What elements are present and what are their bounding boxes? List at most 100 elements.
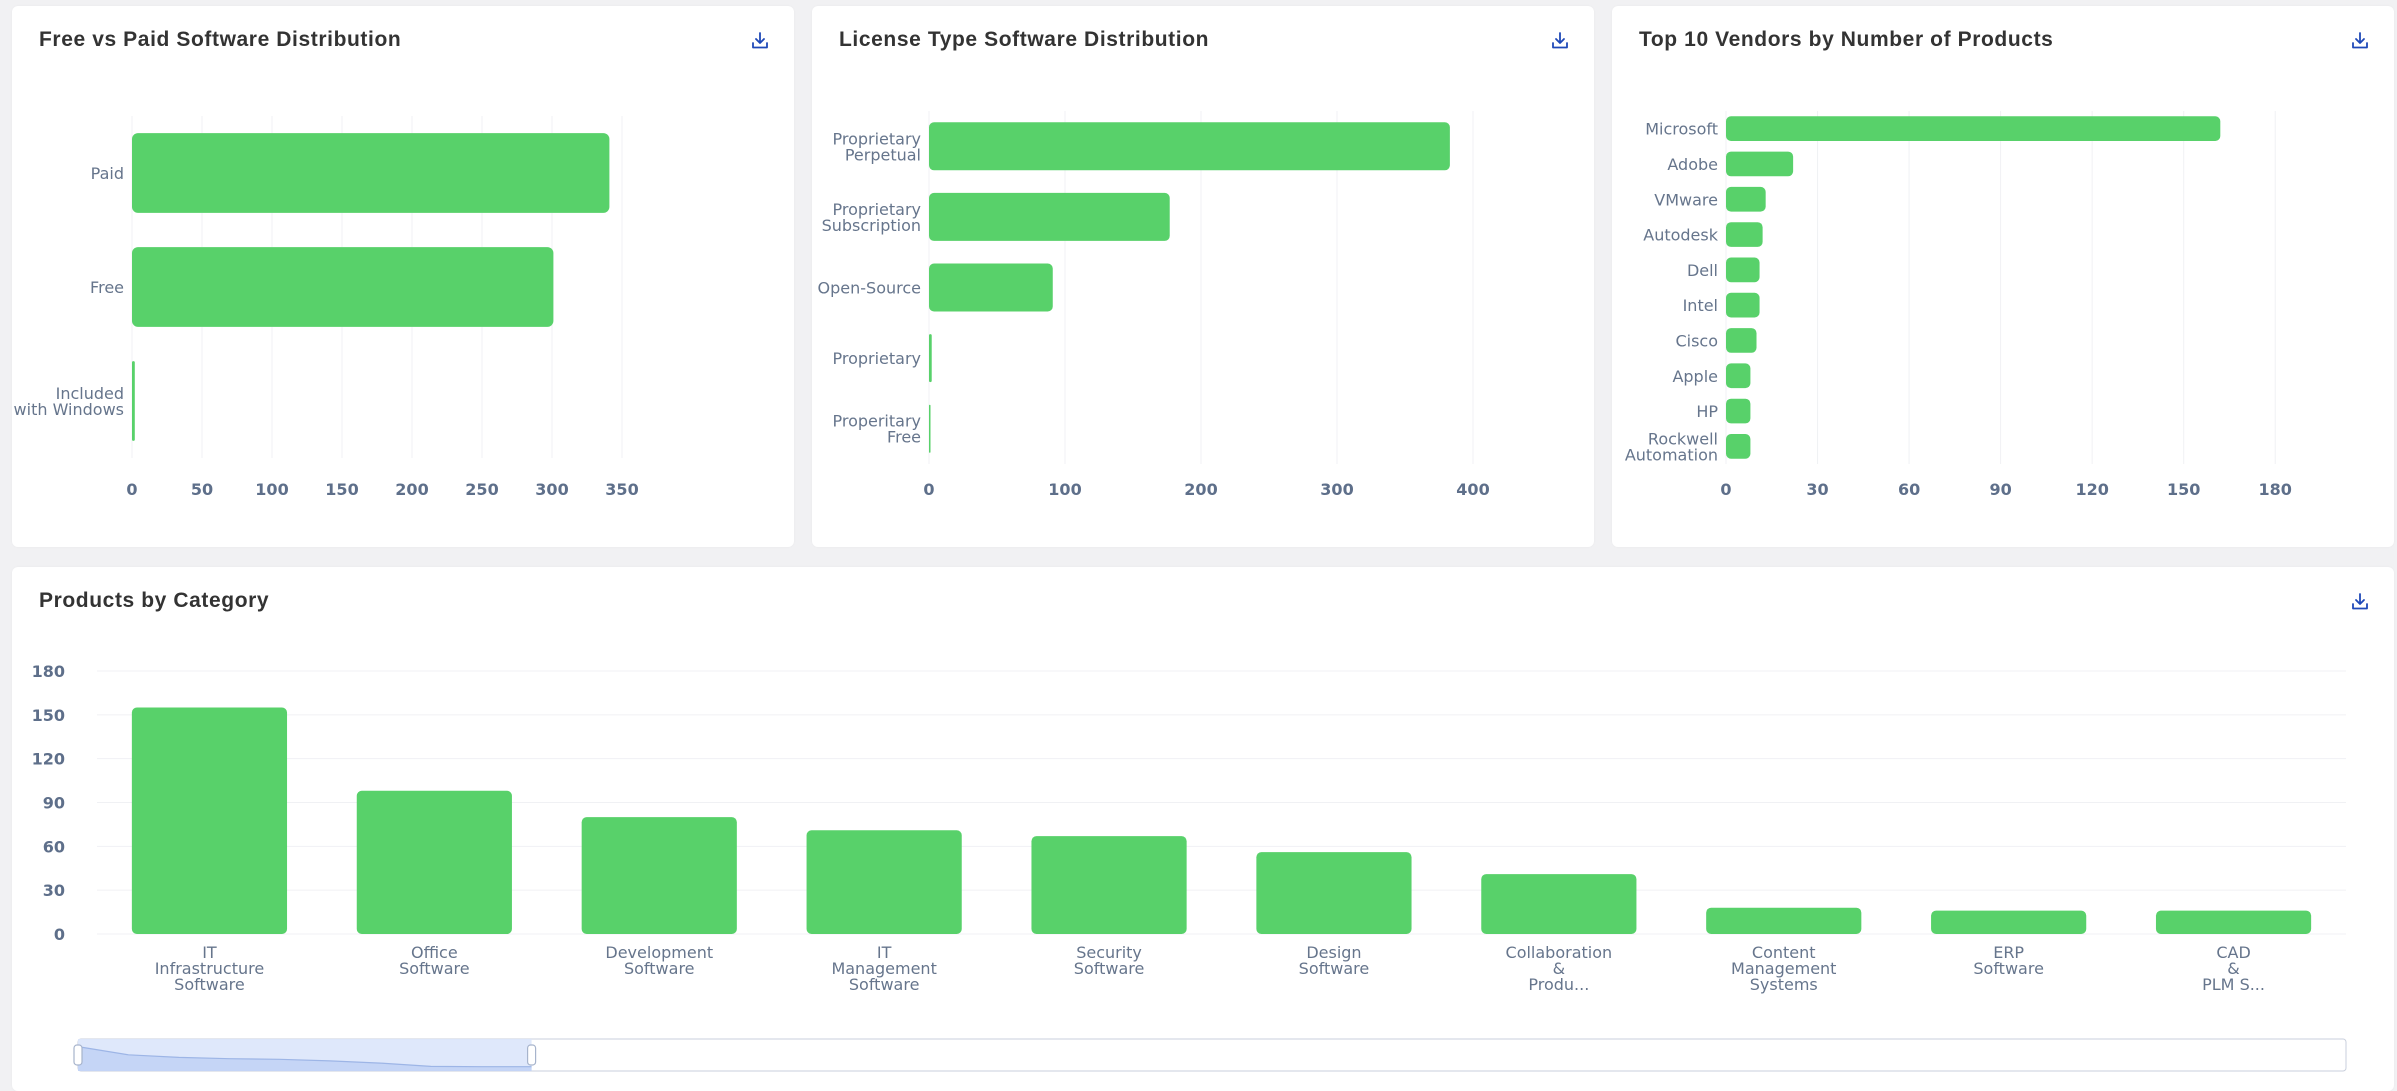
free-vs-paid-card: Free vs Paid Software Distribution 0 50 10… (12, 6, 794, 547)
x-tick-label: 150 (2167, 480, 2200, 499)
bar-proprietary[interactable] (929, 334, 932, 383)
bar-apple[interactable] (1726, 363, 1751, 389)
bar-included-with-windows[interactable] (132, 361, 135, 441)
x-tick-label: 200 (1184, 480, 1217, 499)
x-category-label: Security Software (1074, 943, 1145, 978)
x-tick-label: 400 (1456, 480, 1489, 499)
x-category-label: IT Management Software (831, 943, 936, 994)
x-tick-label: 60 (1898, 480, 1920, 499)
bar-hp[interactable] (1726, 398, 1751, 424)
x-tick-label: 90 (1989, 480, 2011, 499)
y-category-label: HP (1696, 402, 1718, 421)
bar-security-software[interactable] (1031, 836, 1187, 934)
free-vs-paid-chart: 0 50 100 150 200 250 300 350 Paid Free Included wit… (14, 116, 639, 499)
x-category-label: Office Software (399, 943, 470, 978)
bar-content-management-systems[interactable] (1706, 907, 1862, 934)
bar-adobe[interactable] (1726, 151, 1794, 177)
bar-collaboration-produ[interactable] (1481, 874, 1637, 934)
x-tick-label: 300 (1320, 480, 1353, 499)
y-category-label: Intel (1683, 296, 1718, 315)
x-tick-label: 150 (325, 480, 358, 499)
x-category-label: CAD & PLM S... (2202, 943, 2265, 994)
x-tick-label: 100 (255, 480, 288, 499)
bar-rockwell-automation[interactable] (1726, 433, 1751, 459)
x-tick-label: 180 (2259, 480, 2292, 499)
x-tick-label: 50 (191, 480, 213, 499)
zoom-handle-right[interactable] (526, 1044, 537, 1066)
x-tick-label: 0 (923, 480, 934, 499)
x-category-label: IT Infrastructure Software (155, 943, 264, 994)
bar-office-software[interactable] (356, 790, 512, 934)
y-tick-label: 150 (32, 706, 65, 725)
x-category-label: Content Management Systems (1731, 943, 1836, 994)
chart-title: License Type Software Distribution (839, 28, 1210, 51)
y-category-label: Proprietary Perpetual (832, 129, 921, 164)
y-category-label: Dell (1687, 261, 1718, 280)
bar-open-source[interactable] (929, 263, 1053, 312)
top-vendors-card: Top 10 Vendors by Number of Products 0 30… (1612, 6, 2394, 547)
bar-it-infrastructure-software[interactable] (131, 707, 288, 934)
products-by-category-chart: 0 30 60 90 120 150 180 IT Infrastructure Software… (32, 662, 2347, 1072)
y-category-label: Free (90, 278, 124, 297)
y-category-label: Included with Windows (14, 384, 124, 419)
bar-paid[interactable] (132, 133, 610, 213)
y-category-label: Cisco (1675, 331, 1718, 350)
x-tick-label: 350 (605, 480, 638, 499)
x-tick-label: 30 (1806, 480, 1828, 499)
y-category-label: VMware (1654, 190, 1718, 209)
y-category-label: Paid (91, 164, 124, 183)
bar-it-management-software[interactable] (806, 830, 962, 934)
bar-autodesk[interactable] (1726, 222, 1763, 247)
bar-proprietary-subscription[interactable] (929, 192, 1170, 241)
bar-properitary-free[interactable] (929, 404, 931, 453)
x-category-label: Design Software (1299, 943, 1370, 978)
products-by-category-card: Products by Category 0 30 60 90 120 150 180 IT I… (12, 567, 2394, 1091)
x-tick-label: 300 (535, 480, 568, 499)
x-tick-label: 250 (465, 480, 498, 499)
y-tick-label: 180 (32, 662, 65, 681)
x-tick-label: 0 (126, 480, 137, 499)
y-category-label: Rockwell Automation (1625, 429, 1718, 464)
y-category-label: Proprietary (832, 349, 921, 368)
bar-intel[interactable] (1726, 292, 1760, 318)
y-tick-label: 60 (43, 837, 65, 856)
y-category-label: Apple (1672, 367, 1718, 386)
bar-cisco[interactable] (1726, 328, 1757, 353)
y-category-label: Properitary Free (832, 412, 921, 447)
bar-erp-software[interactable] (1931, 910, 2087, 934)
license-type-chart: 0 100 200 300 400 Proprietary Perpetual Proprie… (818, 111, 1490, 499)
zoom-slider-preview-line (77, 1046, 532, 1068)
y-tick-label: 30 (43, 881, 65, 900)
chart-title: Free vs Paid Software Distribution (39, 28, 402, 51)
top-vendors-chart: 0 30 60 90 120 150 180 Microsoft Adobe VMware Auto… (1625, 111, 2292, 499)
y-tick-label: 90 (43, 794, 65, 813)
x-category-label: Collaboration & Produ... (1506, 943, 1613, 994)
chart-title: Top 10 Vendors by Number of Products (1639, 28, 2054, 51)
download-icon[interactable] (749, 30, 771, 52)
chart-title: Products by Category (39, 589, 270, 612)
x-category-label: Development Software (605, 943, 713, 978)
y-category-label: Autodesk (1643, 226, 1718, 245)
x-tick-label: 0 (1720, 480, 1731, 499)
y-tick-label: 120 (32, 750, 65, 769)
bar-microsoft[interactable] (1726, 116, 2221, 142)
y-tick-label: 0 (54, 925, 65, 944)
x-tick-label: 100 (1048, 480, 1081, 499)
bar-dell[interactable] (1726, 257, 1760, 283)
zoom-slider-preview (78, 1046, 532, 1071)
license-type-card: License Type Software Distribution 0 100 2… (812, 6, 1594, 547)
zoom-handle-left[interactable] (73, 1044, 83, 1066)
x-category-label: ERP Software (1973, 943, 2044, 978)
download-icon[interactable] (1549, 30, 1571, 52)
bar-development-software[interactable] (581, 817, 737, 934)
y-category-label: Adobe (1667, 155, 1718, 174)
bar-proprietary-perpetual[interactable] (929, 122, 1450, 171)
bar-design-software[interactable] (1256, 852, 1412, 934)
bar-free[interactable] (132, 247, 554, 327)
x-tick-label: 120 (2075, 480, 2108, 499)
bar-vmware[interactable] (1726, 186, 1766, 212)
y-category-label: Open-Source (818, 279, 921, 298)
bar-cad-plm-s[interactable] (2155, 910, 2312, 934)
download-icon[interactable] (2349, 30, 2371, 52)
download-icon[interactable] (2349, 591, 2371, 613)
